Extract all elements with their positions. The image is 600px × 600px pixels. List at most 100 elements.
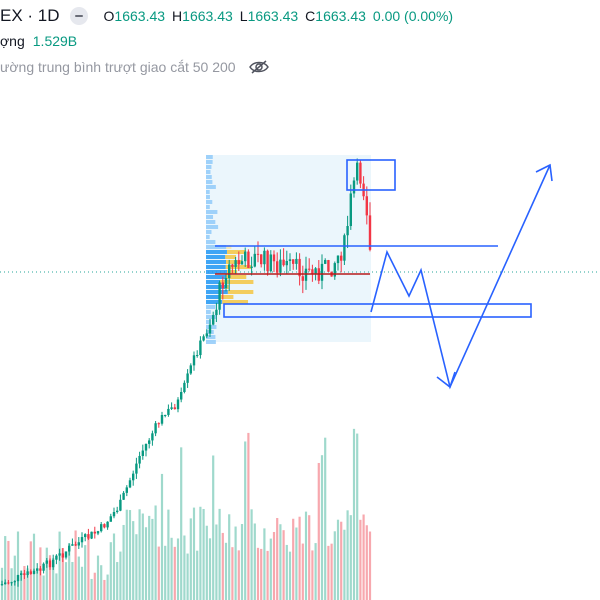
candle-body [48, 560, 52, 568]
volume-bar [352, 428, 356, 600]
candle-body [308, 268, 311, 270]
volume-bar [100, 565, 103, 600]
volume-bar [359, 519, 362, 600]
low-value: 1663.43 [247, 8, 299, 24]
candle-body [292, 259, 295, 264]
volume-bar [340, 521, 343, 600]
profile-bar-up [206, 235, 210, 239]
candle-body [343, 235, 346, 261]
volume-bar [269, 538, 272, 600]
user-drawings[interactable] [215, 159, 553, 390]
profile-bar-down [225, 275, 247, 279]
volume-bar [135, 534, 138, 600]
candle-body [42, 563, 45, 571]
high-label: H [172, 8, 183, 24]
profile-bar-up [206, 205, 210, 209]
high-value: 1663.43 [182, 8, 233, 24]
profile-bar-up [206, 195, 210, 199]
projection-path[interactable] [370, 164, 551, 390]
volume-bar [266, 550, 269, 600]
candle-body [148, 440, 151, 444]
volume-bar [285, 544, 288, 600]
top-box[interactable] [346, 159, 396, 191]
candle-body [285, 260, 288, 266]
volume-bar [202, 508, 205, 600]
minus-badge-icon[interactable] [69, 7, 88, 25]
candlesticks [0, 158, 372, 587]
candle-body [125, 487, 128, 493]
candle-body [253, 253, 256, 267]
profile-bar-up [206, 170, 211, 174]
volume-bar [52, 558, 55, 600]
volume-bar [148, 515, 151, 600]
indicator-legend[interactable]: ường trung bình trượt giao cắt 50 200 [0, 59, 270, 75]
candle-body [365, 196, 368, 216]
profile-bar-up [206, 280, 221, 284]
low-label: L [239, 8, 248, 24]
candle-body [180, 392, 183, 400]
volume-bar [330, 543, 333, 600]
arrow-head-top [535, 163, 553, 182]
candle-body [68, 545, 71, 552]
volume-bar [343, 529, 346, 600]
close-label: C [305, 8, 316, 24]
support-box[interactable] [223, 303, 532, 318]
volume-bar [304, 511, 308, 600]
volume-bar [138, 509, 141, 600]
candle-body [74, 544, 77, 546]
candle-body [250, 266, 253, 268]
candle-body [288, 259, 292, 261]
volume-bar [282, 530, 285, 600]
volume-bar [93, 572, 96, 600]
candle-body [106, 521, 109, 528]
candle-body [116, 510, 119, 513]
candle-body [23, 573, 26, 576]
candle-body [170, 407, 173, 409]
volume-bar [196, 550, 199, 600]
volume-bar [298, 516, 301, 600]
open-value: 1663.43 [114, 8, 166, 24]
candle-body [64, 551, 68, 558]
candle-body [276, 261, 279, 273]
eye-off-icon[interactable] [248, 59, 270, 75]
volume-bar [346, 510, 349, 600]
candle-body [112, 512, 116, 517]
candle-body [141, 450, 144, 456]
volume-legend[interactable]: ợng 1.529B [0, 33, 77, 49]
candle-body [0, 584, 4, 586]
candle-body [138, 455, 141, 464]
volume-bar [7, 540, 10, 600]
profile-bar-up [206, 325, 217, 329]
candle-body [333, 263, 336, 277]
volume-bar [103, 579, 106, 600]
volume-bar [192, 507, 196, 600]
candle-body [272, 254, 276, 262]
volume-bar [80, 566, 84, 600]
volume-bar [212, 455, 215, 600]
candle-body [311, 269, 314, 274]
open-label: O [103, 8, 115, 24]
candle-body [324, 260, 327, 264]
profile-bar-up [206, 200, 213, 204]
candle-body [122, 492, 125, 500]
profile-bar-up [206, 310, 211, 314]
profile-bar-down [220, 280, 254, 284]
candle-body [71, 544, 74, 546]
candle-body [231, 264, 234, 267]
profile-bar-down [226, 250, 246, 254]
volume-bar [16, 531, 20, 600]
volume-bar [61, 547, 64, 600]
volume-bar [144, 527, 148, 600]
candle-body [29, 571, 32, 574]
volume-bar [333, 531, 336, 600]
profile-bar-up [206, 270, 227, 274]
candle-body [109, 516, 112, 522]
symbol-legend: EX · 1D O 1663.43 H 1663.43 L 1663.43 C 1663… [0, 4, 453, 28]
profile-bar-up [206, 240, 216, 244]
symbol-title[interactable]: EX · 1D [0, 6, 60, 25]
candle-body [61, 553, 64, 558]
candle-body [186, 373, 189, 383]
candle-body [26, 571, 29, 576]
volume-bar [327, 545, 330, 600]
